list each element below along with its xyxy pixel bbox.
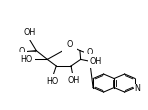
Text: O: O — [18, 47, 25, 56]
Text: N: N — [134, 84, 140, 93]
Text: O: O — [86, 48, 93, 57]
Text: O: O — [66, 40, 73, 49]
Text: OH: OH — [90, 57, 102, 66]
Text: HO: HO — [21, 55, 33, 64]
Text: OH: OH — [67, 76, 79, 85]
Text: OH: OH — [24, 28, 36, 37]
Text: HO: HO — [46, 77, 58, 86]
